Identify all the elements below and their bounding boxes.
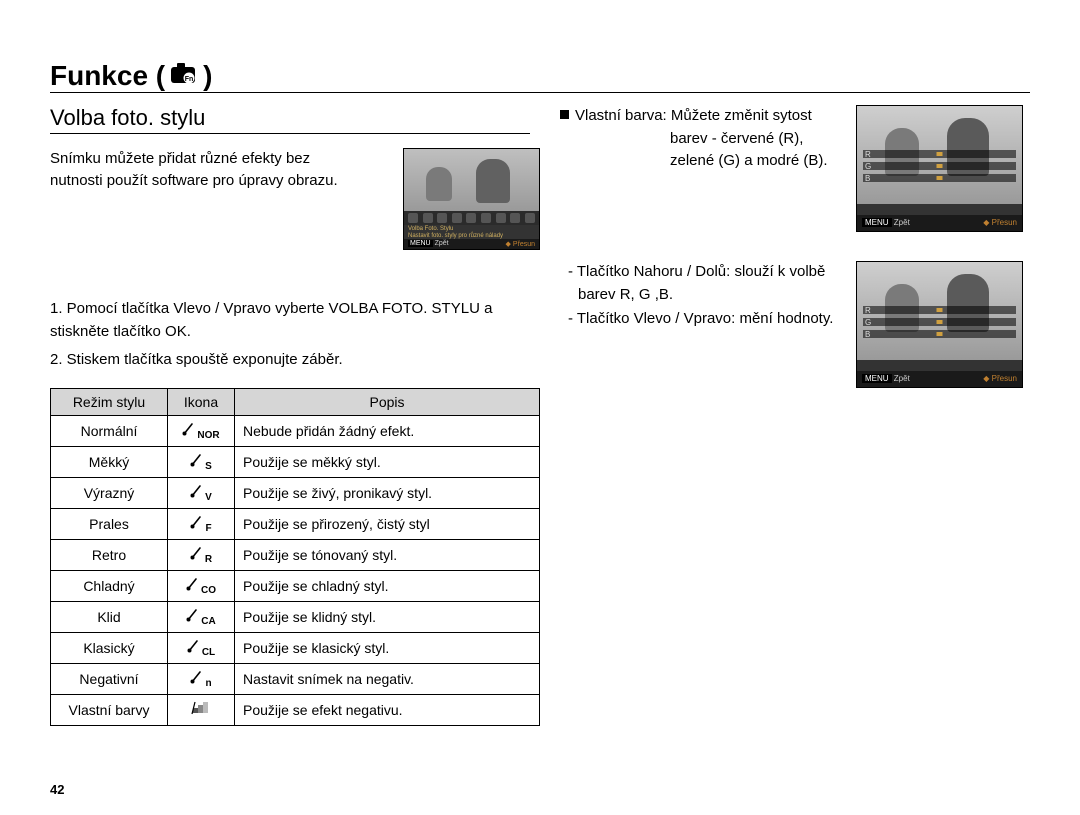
page-number: 42 — [50, 782, 64, 797]
brush-icon: NOR — [182, 421, 219, 441]
desc-cell: Použije se chladný styl. — [235, 570, 540, 601]
mode-cell: Chladný — [51, 570, 168, 601]
icon-cell: CO — [168, 570, 235, 601]
table-row: Chladný CO Použije se chladný styl. — [51, 570, 540, 601]
intro-text: Snímku můžete přidat různé efekty bez nu… — [50, 148, 350, 192]
step-2: 2. Stiskem tlačítka spouště exponujte zá… — [50, 349, 530, 372]
table-row: Klid CA Použije se klidný styl. — [51, 601, 540, 632]
icon-cell: R — [168, 539, 235, 570]
th-mode: Režim stylu — [51, 388, 168, 415]
brush-icon: CO — [186, 576, 216, 596]
mode-cell: Normální — [51, 415, 168, 446]
title-suffix: ) — [203, 60, 216, 92]
table-row: Negativní n Nastavit snímek na negativ. — [51, 663, 540, 694]
rgb-dots-thumb: R G B MENU Zpět ◆ Přesun — [856, 261, 1023, 388]
icon-cell: CA — [168, 601, 235, 632]
icon-cell: n — [168, 663, 235, 694]
desc-cell: Nebude přidán žádný efekt. — [235, 415, 540, 446]
brush-icon: CL — [187, 638, 215, 658]
icon-cell: S — [168, 446, 235, 477]
title-text: Funkce ( — [50, 60, 169, 92]
right-column: Vlastní barva: Můžete změnit sytost bare… — [560, 105, 1030, 726]
menu-preview-thumb: Volba Foto. Stylu Nastavit foto. styly p… — [403, 148, 540, 250]
custom-color-description: Vlastní barva: Můžete změnit sytost bare… — [560, 105, 840, 235]
desc-cell: Použije se klidný styl. — [235, 601, 540, 632]
section-title: Funkce ( Fn ) — [50, 60, 1030, 93]
desc-cell: Použije se efekt negativu. — [235, 694, 540, 725]
mode-cell: Výrazný — [51, 477, 168, 508]
thumb-menu-label: MENU — [408, 240, 433, 247]
brush-icon: R — [190, 545, 212, 565]
rthumb-menu: MENU — [862, 218, 892, 227]
subtitle: Volba foto. stylu — [50, 105, 530, 134]
table-row: Klasický CL Použije se klasický styl. — [51, 632, 540, 663]
icon-cell — [168, 694, 235, 725]
brush-icon: CA — [186, 607, 215, 627]
table-row: Vlastní barvy Použije se efekt negativu. — [51, 694, 540, 725]
style-modes-table: Režim stylu Ikona Popis Normální NOR Nebud… — [50, 388, 540, 726]
steps-list: 1. Pomocí tlačítka Vlevo / Vpravo vybert… — [50, 298, 530, 372]
left-column: Volba foto. stylu Snímku můžete přidat r… — [50, 105, 530, 726]
mode-cell: Prales — [51, 508, 168, 539]
step-1: 1. Pomocí tlačítka Vlevo / Vpravo vybert… — [50, 298, 530, 343]
mode-cell: Měkký — [51, 446, 168, 477]
table-row: Normální NOR Nebude přidán žádný efekt. — [51, 415, 540, 446]
brush-icon: n — [190, 669, 211, 689]
icon-cell: CL — [168, 632, 235, 663]
desc-cell: Použije se přirozený, čistý styl — [235, 508, 540, 539]
desc-cell: Nastavit snímek na negativ. — [235, 663, 540, 694]
mode-cell: Retro — [51, 539, 168, 570]
mode-cell: Vlastní barvy — [51, 694, 168, 725]
mode-cell: Klasický — [51, 632, 168, 663]
desc-cell: Použije se klasický styl. — [235, 632, 540, 663]
table-row: Prales F Použije se přirozený, čistý styl — [51, 508, 540, 539]
note-updown: - Tlačítko Nahoru / Dolů: slouží k volbě… — [560, 261, 840, 306]
brush-icon: F — [190, 514, 211, 534]
rgb-sliders-thumb: R G B MENU Zpět ◆ Přesun — [856, 105, 1023, 235]
th-icon: Ikona — [168, 388, 235, 415]
mode-cell: Klid — [51, 601, 168, 632]
icon-cell: F — [168, 508, 235, 539]
icon-cell: V — [168, 477, 235, 508]
camera-fn-icon: Fn — [169, 61, 199, 91]
table-row: Měkký S Použije se měkký styl. — [51, 446, 540, 477]
th-desc: Popis — [235, 388, 540, 415]
thumb-move: Přesun — [513, 241, 535, 248]
note-leftright: - Tlačítko Vlevo / Vpravo: mění hodnoty. — [560, 308, 840, 331]
table-row: Výrazný V Použije se živý, pronikavý styl. — [51, 477, 540, 508]
thumb-back: Zpět — [435, 240, 449, 247]
svg-text:Fn: Fn — [185, 76, 194, 83]
table-row: Retro R Použije se tónovaný styl. — [51, 539, 540, 570]
mode-cell: Negativní — [51, 663, 168, 694]
custom-label: Vlastní barva: — [575, 107, 667, 124]
brush-icon: S — [190, 452, 212, 472]
desc-cell: Použije se tónovaný styl. — [235, 539, 540, 570]
desc-cell: Použije se živý, pronikavý styl. — [235, 477, 540, 508]
brush-icon: V — [190, 483, 212, 503]
icon-cell: NOR — [168, 415, 235, 446]
custom-color-controls: - Tlačítko Nahoru / Dolů: slouží k volbě… — [560, 261, 840, 388]
desc-cell: Použije se měkký styl. — [235, 446, 540, 477]
